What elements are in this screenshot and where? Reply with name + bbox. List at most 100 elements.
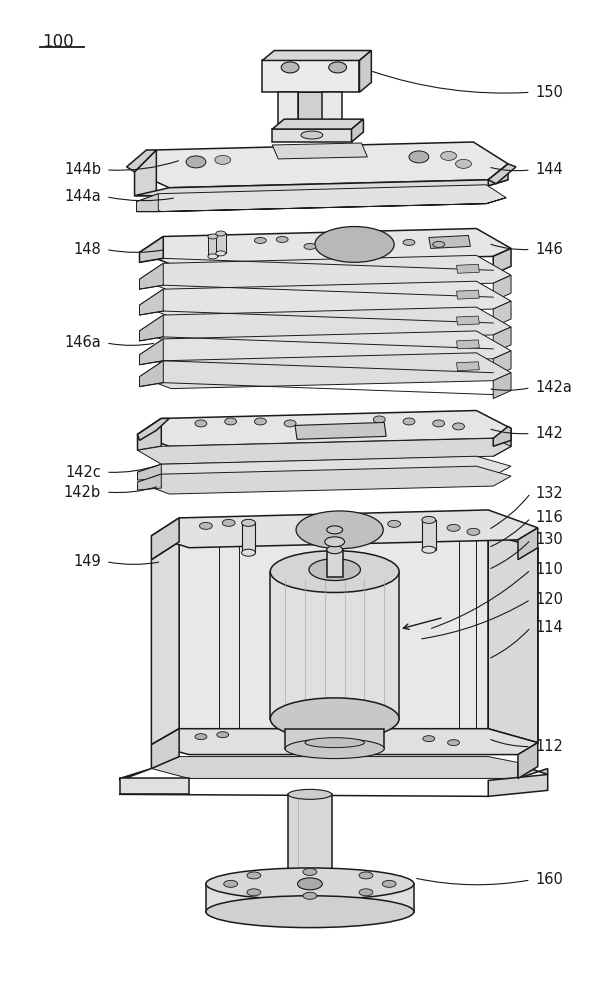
Ellipse shape bbox=[382, 880, 396, 887]
Polygon shape bbox=[151, 729, 179, 768]
Polygon shape bbox=[139, 236, 163, 262]
Polygon shape bbox=[493, 301, 511, 327]
Polygon shape bbox=[429, 235, 471, 248]
Polygon shape bbox=[278, 92, 298, 132]
Ellipse shape bbox=[304, 243, 316, 249]
Ellipse shape bbox=[242, 549, 255, 556]
Ellipse shape bbox=[305, 738, 364, 748]
Polygon shape bbox=[139, 229, 511, 264]
Polygon shape bbox=[493, 248, 511, 274]
Text: 144a: 144a bbox=[64, 189, 101, 204]
Polygon shape bbox=[288, 794, 332, 879]
Ellipse shape bbox=[281, 62, 299, 73]
Ellipse shape bbox=[467, 528, 480, 535]
Ellipse shape bbox=[329, 62, 347, 73]
Ellipse shape bbox=[254, 418, 266, 425]
Polygon shape bbox=[136, 194, 158, 212]
Ellipse shape bbox=[422, 516, 436, 523]
Polygon shape bbox=[457, 362, 480, 371]
Polygon shape bbox=[179, 534, 488, 729]
Ellipse shape bbox=[403, 418, 415, 425]
Ellipse shape bbox=[270, 698, 399, 740]
Polygon shape bbox=[518, 765, 548, 778]
Ellipse shape bbox=[409, 151, 429, 163]
Polygon shape bbox=[136, 185, 506, 212]
Ellipse shape bbox=[288, 789, 332, 799]
Polygon shape bbox=[493, 426, 511, 446]
Polygon shape bbox=[136, 198, 506, 212]
Ellipse shape bbox=[325, 537, 344, 547]
Ellipse shape bbox=[297, 878, 322, 890]
Ellipse shape bbox=[206, 868, 414, 900]
Polygon shape bbox=[139, 353, 511, 389]
Polygon shape bbox=[138, 410, 511, 446]
Ellipse shape bbox=[327, 546, 343, 554]
Ellipse shape bbox=[315, 227, 394, 262]
Ellipse shape bbox=[216, 231, 226, 236]
Ellipse shape bbox=[195, 734, 207, 740]
Ellipse shape bbox=[206, 896, 414, 928]
Polygon shape bbox=[138, 418, 161, 450]
Polygon shape bbox=[135, 180, 508, 196]
Polygon shape bbox=[139, 289, 163, 315]
Polygon shape bbox=[488, 164, 508, 186]
Ellipse shape bbox=[433, 420, 445, 427]
Ellipse shape bbox=[359, 872, 373, 879]
Polygon shape bbox=[493, 428, 511, 456]
Polygon shape bbox=[139, 331, 511, 367]
Polygon shape bbox=[518, 743, 538, 778]
Ellipse shape bbox=[296, 511, 383, 549]
Polygon shape bbox=[493, 351, 511, 377]
Ellipse shape bbox=[224, 880, 237, 887]
Text: 148: 148 bbox=[73, 242, 101, 257]
Text: 142b: 142b bbox=[64, 485, 101, 500]
Polygon shape bbox=[206, 884, 414, 912]
Ellipse shape bbox=[247, 872, 261, 879]
Ellipse shape bbox=[456, 159, 471, 168]
Polygon shape bbox=[135, 150, 156, 196]
Text: 130: 130 bbox=[535, 532, 564, 547]
Text: 132: 132 bbox=[535, 486, 564, 501]
Text: 160: 160 bbox=[535, 872, 564, 887]
Polygon shape bbox=[151, 518, 179, 560]
Polygon shape bbox=[138, 466, 511, 494]
Text: 116: 116 bbox=[535, 510, 564, 525]
Polygon shape bbox=[457, 340, 480, 349]
Ellipse shape bbox=[423, 736, 435, 742]
Polygon shape bbox=[120, 778, 189, 794]
Polygon shape bbox=[139, 361, 163, 387]
Ellipse shape bbox=[215, 155, 231, 164]
Ellipse shape bbox=[403, 239, 415, 245]
Polygon shape bbox=[359, 51, 371, 92]
Ellipse shape bbox=[433, 241, 445, 247]
Polygon shape bbox=[457, 264, 480, 273]
Text: 142c: 142c bbox=[65, 465, 101, 480]
Ellipse shape bbox=[327, 526, 343, 534]
Polygon shape bbox=[272, 129, 352, 142]
Polygon shape bbox=[322, 92, 341, 132]
Polygon shape bbox=[139, 263, 163, 289]
Polygon shape bbox=[488, 164, 516, 184]
Ellipse shape bbox=[276, 236, 288, 242]
Ellipse shape bbox=[441, 151, 457, 160]
Ellipse shape bbox=[186, 156, 206, 168]
Ellipse shape bbox=[200, 522, 212, 529]
Polygon shape bbox=[127, 150, 156, 172]
Polygon shape bbox=[242, 523, 255, 553]
Text: 144b: 144b bbox=[64, 162, 101, 177]
Ellipse shape bbox=[208, 254, 218, 259]
Polygon shape bbox=[457, 290, 480, 299]
Text: 146a: 146a bbox=[64, 335, 101, 350]
Polygon shape bbox=[135, 142, 508, 188]
Polygon shape bbox=[139, 255, 511, 291]
Polygon shape bbox=[298, 92, 322, 132]
Polygon shape bbox=[422, 520, 436, 550]
Polygon shape bbox=[272, 119, 364, 129]
Ellipse shape bbox=[388, 520, 400, 527]
Polygon shape bbox=[151, 542, 179, 745]
Text: 149: 149 bbox=[73, 554, 101, 569]
Polygon shape bbox=[270, 572, 399, 719]
Polygon shape bbox=[208, 236, 218, 256]
Ellipse shape bbox=[301, 131, 323, 139]
Polygon shape bbox=[493, 275, 511, 301]
